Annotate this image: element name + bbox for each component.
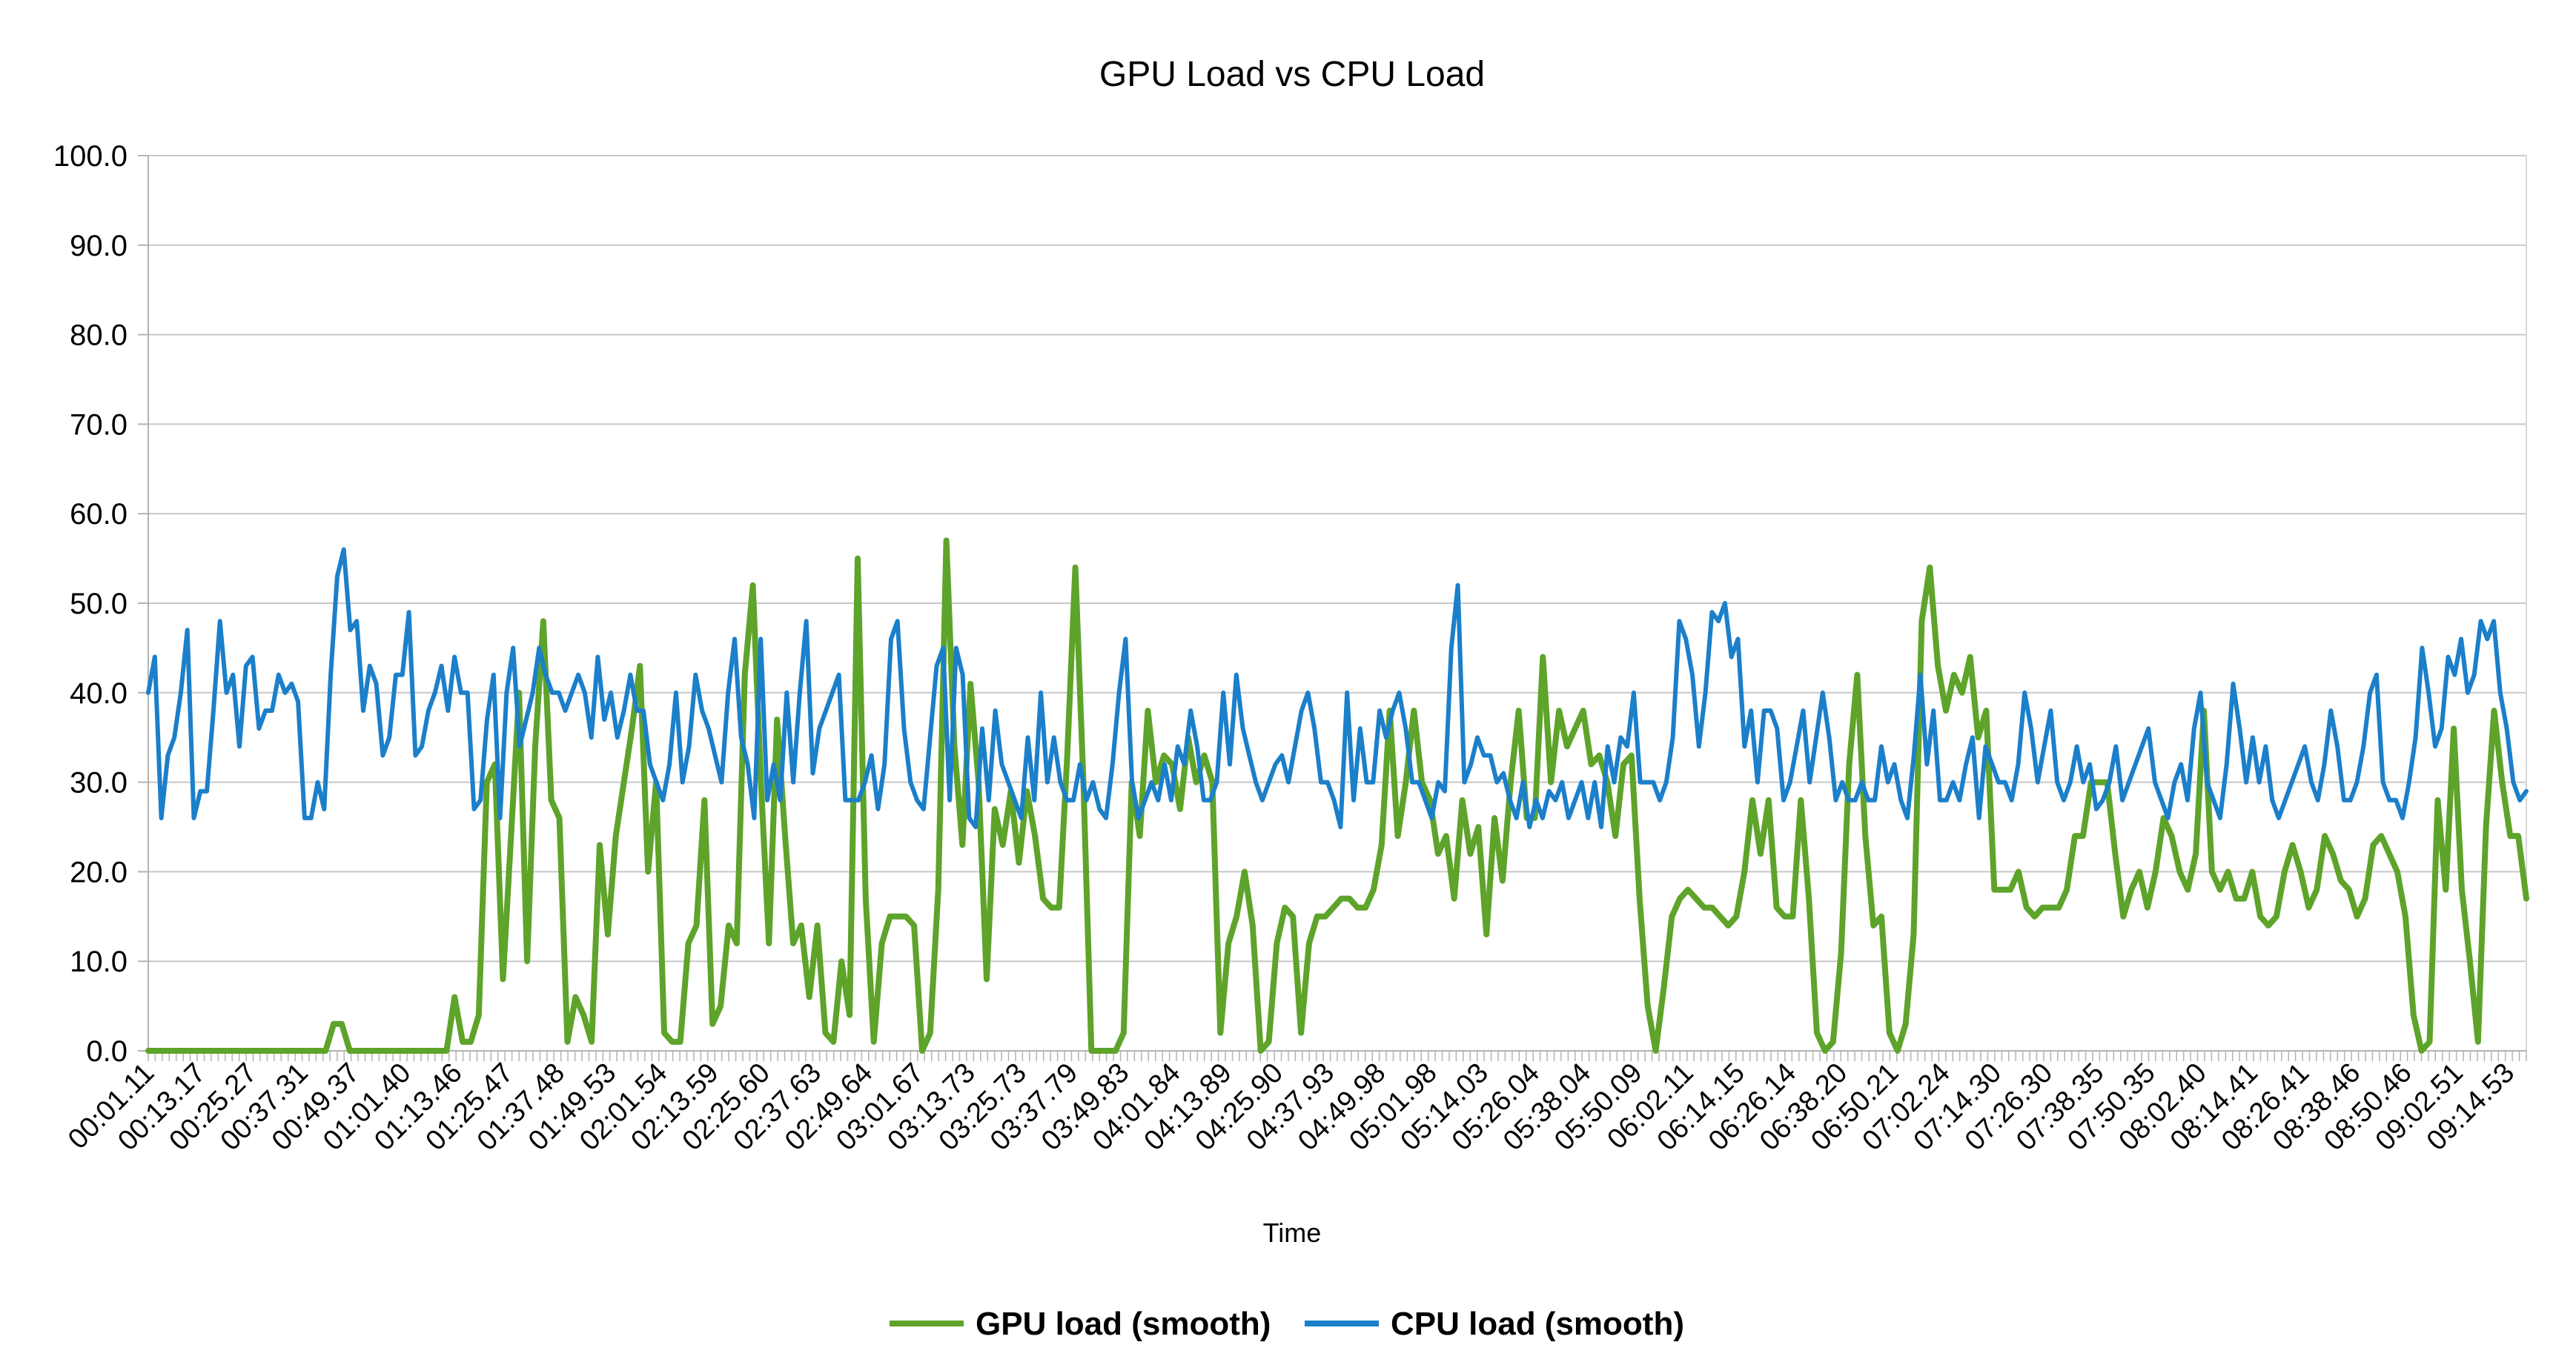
legend-item: GPU load (smooth) [890, 1306, 1271, 1342]
y-tick-label: 100.0 [53, 140, 128, 173]
x-axis-tick-labels: 00:01.1100:13.1700:25.2700:37.3100:49.37… [62, 1057, 2520, 1157]
y-tick-label: 50.0 [70, 588, 128, 620]
legend-label: GPU load (smooth) [976, 1306, 1271, 1342]
y-tick-label: 0.0 [86, 1035, 128, 1068]
y-tick-label: 80.0 [70, 319, 128, 352]
y-axis-tick-labels: 0.0 10.0 20.0 30.0 40.0 50.0 60.0 70.0 80.0 90.0 1… [53, 140, 128, 1068]
x-minor-ticks [148, 1051, 2527, 1061]
grid-lines [148, 155, 2526, 1052]
y-tick-label: 90.0 [70, 230, 128, 262]
axes [138, 155, 2527, 1061]
y-tick-label: 40.0 [70, 677, 128, 710]
y-tick-label: 60.0 [70, 498, 128, 531]
series-line-cpu [146, 547, 2529, 829]
legend-label: CPU load (smooth) [1391, 1306, 1684, 1342]
series-lines [145, 537, 2529, 1054]
x-axis-label: Time [1263, 1218, 1322, 1248]
series-line-gpu [145, 537, 2529, 1054]
legend: GPU load (smooth) CPU load (smooth) [890, 1306, 1684, 1342]
y-tick-label: 20.0 [70, 856, 128, 889]
legend-item: CPU load (smooth) [1305, 1306, 1684, 1342]
y-tick-label: 70.0 [70, 408, 128, 441]
y-tick-label: 30.0 [70, 767, 128, 800]
y-tick-label: 10.0 [70, 946, 128, 978]
chart-title: GPU Load vs CPU Load [1099, 55, 1485, 94]
